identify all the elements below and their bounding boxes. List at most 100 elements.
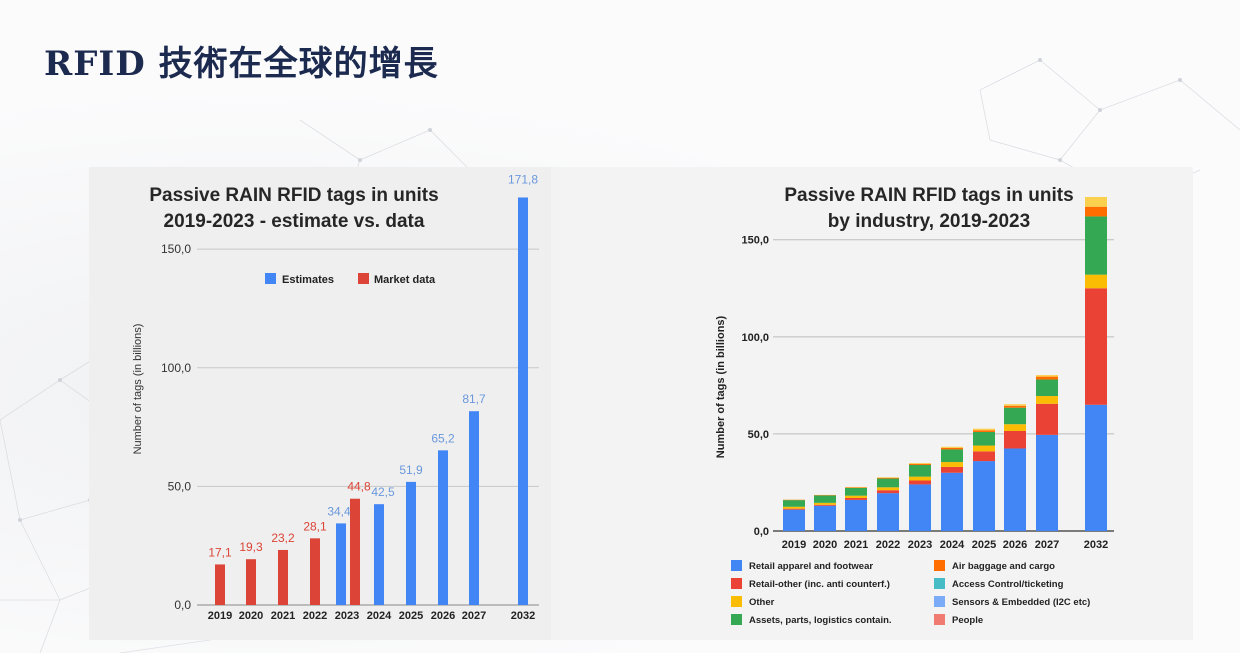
legend-label-market-data: Market data xyxy=(374,274,436,286)
stacked-bar-2026 xyxy=(1004,404,1026,531)
legend-swatch xyxy=(731,560,742,571)
x-tick-label: 2026 xyxy=(1003,539,1027,551)
y-tick-label: 150,0 xyxy=(161,242,191,256)
bar-segment xyxy=(814,504,836,506)
y-tick-label: 0,0 xyxy=(174,598,191,612)
bar-market-data xyxy=(278,549,288,605)
bar-segment xyxy=(1004,407,1026,425)
bar-segment xyxy=(845,487,867,488)
bar-segment xyxy=(783,508,805,510)
stacked-bar-2024 xyxy=(941,446,963,531)
chart-panel-by-industry: Passive RAIN RFID tags in units by indus… xyxy=(551,167,1193,640)
bar-segment xyxy=(814,495,836,503)
legend-swatch xyxy=(731,578,742,589)
bar-segment xyxy=(1004,404,1026,406)
y-tick-label: 50,0 xyxy=(168,479,192,493)
x-tick-label: 2025 xyxy=(972,539,996,551)
bar-market-data xyxy=(246,559,256,605)
data-label-market-data: 23,2 xyxy=(271,531,295,545)
legend-label: Retail-other (inc. anti counterf.) xyxy=(749,579,890,590)
x-tick-label: 2022 xyxy=(303,610,327,622)
bar-segment xyxy=(1004,430,1026,449)
bar-segment xyxy=(877,477,899,479)
bar-segment xyxy=(1004,424,1026,431)
legend-swatch xyxy=(731,614,742,625)
legend-swatch xyxy=(934,614,945,625)
bar-estimate xyxy=(438,450,448,605)
legend-label: Assets, parts, logistics contain. xyxy=(749,615,892,626)
bar-segment xyxy=(941,466,963,473)
bar-segment xyxy=(877,490,899,494)
bar-estimate xyxy=(374,504,384,605)
bar-segment xyxy=(1036,379,1058,397)
legend-label: Other xyxy=(749,597,775,608)
legend-swatch-market-data xyxy=(358,273,369,284)
bar-segment xyxy=(1036,376,1058,380)
bar-segment xyxy=(845,499,867,531)
bar-segment xyxy=(1036,375,1058,377)
legend-swatch xyxy=(934,560,945,571)
data-label-estimate: 65,2 xyxy=(431,431,455,445)
bar-segment xyxy=(973,431,995,446)
y-axis-label: Number of tags (in billions) xyxy=(132,324,144,455)
legend-swatch xyxy=(934,578,945,589)
y-tick-label: 50,0 xyxy=(748,429,769,441)
bar-segment xyxy=(845,495,867,498)
y-tick-label: 100,0 xyxy=(741,332,769,344)
bar-segment xyxy=(1036,396,1058,404)
bar-chart-estimate-vs-data: Passive RAIN RFID tags in units 2019-202… xyxy=(132,172,539,622)
y-axis-label: Number of tags (in billions) xyxy=(715,315,727,458)
stacked-bar-2032 xyxy=(1085,197,1107,531)
bar-estimate xyxy=(518,197,528,605)
bar-segment xyxy=(814,505,836,531)
bar-segment xyxy=(877,493,899,531)
bar-segment xyxy=(1085,274,1107,289)
bar-segment xyxy=(1036,434,1058,531)
bars xyxy=(215,197,528,605)
bar-segment xyxy=(941,447,963,450)
stacked-bars xyxy=(783,197,1107,531)
bar-segment xyxy=(909,463,931,465)
x-tick-label: 2021 xyxy=(271,610,295,622)
chart-title-line2: by industry, 2019-2023 xyxy=(828,211,1030,232)
stacked-bar-2020 xyxy=(814,494,836,531)
data-label-estimate: 34,4 xyxy=(327,504,351,518)
data-label-market-data: 44,8 xyxy=(347,480,371,494)
bar-segment xyxy=(877,487,899,491)
bar-segment xyxy=(909,476,931,481)
x-tick-label: 2032 xyxy=(511,610,535,622)
data-labels: 17,1 19,3 23,2 28,1 44,8 34,4 42,5 51,9 65,2 81,7… xyxy=(208,172,538,559)
data-label-estimate: 42,5 xyxy=(371,485,395,499)
x-tick-label: 2020 xyxy=(813,539,837,551)
bar-segment xyxy=(877,478,899,488)
bar-segment xyxy=(1085,206,1107,217)
legend: Retail apparel and footwear Retail-other … xyxy=(731,560,1090,626)
x-tick-label: 2032 xyxy=(1084,539,1108,551)
stacked-bar-2025 xyxy=(973,428,995,531)
bar-segment xyxy=(973,445,995,452)
stacked-bar-2022 xyxy=(877,477,899,531)
legend-swatch xyxy=(731,596,742,607)
chart-title-line2: 2019-2023 - estimate vs. data xyxy=(164,211,425,232)
x-tick-label: 2023 xyxy=(335,610,359,622)
x-tick-label: 2022 xyxy=(876,539,900,551)
bar-segment xyxy=(909,480,931,485)
legend-label-estimates: Estimates xyxy=(282,274,334,286)
legend-label: Access Control/ticketing xyxy=(952,579,1064,590)
bar-segment xyxy=(941,462,963,467)
legend-label: People xyxy=(952,615,983,626)
bar-estimate xyxy=(469,411,479,605)
bar-estimate xyxy=(336,523,346,605)
data-label-estimate: 81,7 xyxy=(462,392,486,406)
bar-segment xyxy=(1085,288,1107,405)
data-label-market-data: 19,3 xyxy=(239,540,263,554)
bar-segment xyxy=(973,461,995,531)
bar-estimate xyxy=(406,481,416,605)
bar-segment xyxy=(1085,216,1107,275)
data-label-estimate: 171,8 xyxy=(508,172,538,186)
bar-segment xyxy=(783,509,805,531)
bar-market-data xyxy=(350,498,360,605)
legend-swatch xyxy=(934,596,945,607)
x-tick-label: 2024 xyxy=(367,610,392,622)
